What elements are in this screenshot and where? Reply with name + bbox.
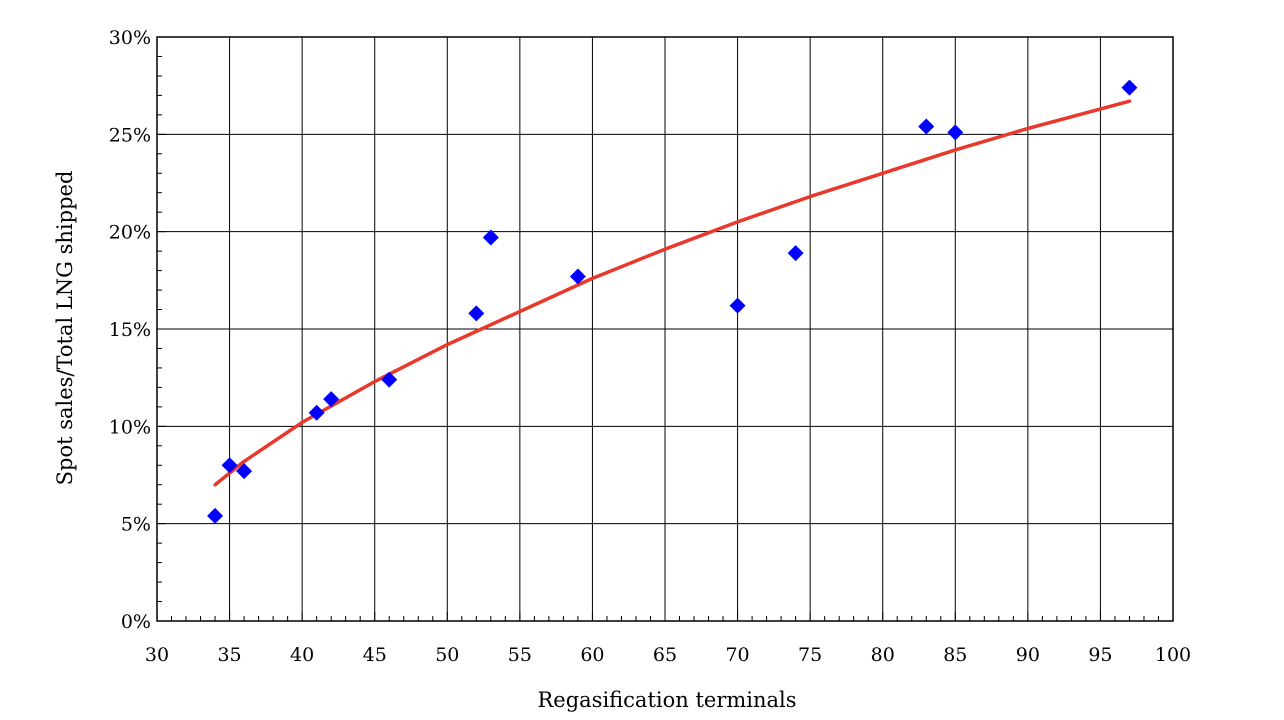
x-tick-label: 65 (653, 644, 677, 666)
x-tick-label: 50 (435, 644, 459, 666)
x-tick-label: 70 (725, 644, 749, 666)
data-point (569, 268, 586, 285)
data-point (221, 457, 238, 474)
data-point (1121, 79, 1138, 96)
x-tick-label: 30 (145, 644, 169, 666)
x-tick-label: 45 (363, 644, 387, 666)
data-point (947, 124, 964, 141)
data-point (482, 229, 499, 246)
data-point (308, 404, 325, 421)
y-tick-label: 20% (109, 222, 151, 244)
x-tick-label: 35 (217, 644, 241, 666)
x-tick-label: 90 (1016, 644, 1040, 666)
x-tick-label: 80 (871, 644, 895, 666)
y-axis-tick-labels: 0% 5% 10% 15% 20% 25% 30% (109, 27, 151, 633)
x-tick-label: 85 (943, 644, 967, 666)
y-tick-label: 0% (121, 611, 151, 633)
y-tick-label: 10% (109, 416, 151, 438)
x-tick-label: 55 (508, 644, 532, 666)
x-axis-title: Regasification terminals (537, 688, 796, 712)
x-axis-tick-labels: 30 35 40 45 50 55 60 65 70 75 80 85 90 95 100 (145, 644, 1191, 666)
x-tick-label: 75 (798, 644, 822, 666)
data-point (323, 391, 340, 408)
x-tick-label: 60 (580, 644, 604, 666)
data-point (236, 463, 253, 480)
data-point (729, 297, 746, 314)
data-point (381, 371, 398, 388)
x-tick-label: 100 (1155, 644, 1191, 666)
y-tick-label: 5% (121, 514, 151, 536)
trend-line (213, 99, 1132, 487)
grid-lines (156, 36, 1174, 622)
data-point (787, 245, 804, 262)
scatter-point-series (207, 79, 1138, 524)
y-tick-label: 15% (109, 319, 151, 341)
trend-line-series (213, 99, 1132, 487)
data-point (207, 507, 224, 524)
y-axis-title: Spot sales/Total LNG shipped (53, 171, 77, 486)
x-tick-label: 95 (1088, 644, 1112, 666)
data-point (918, 118, 935, 135)
y-tick-label: 30% (109, 27, 151, 49)
x-tick-label: 40 (290, 644, 314, 666)
y-tick-label: 25% (109, 124, 151, 146)
plot-area-frame (156, 36, 1174, 622)
data-point (468, 305, 485, 322)
